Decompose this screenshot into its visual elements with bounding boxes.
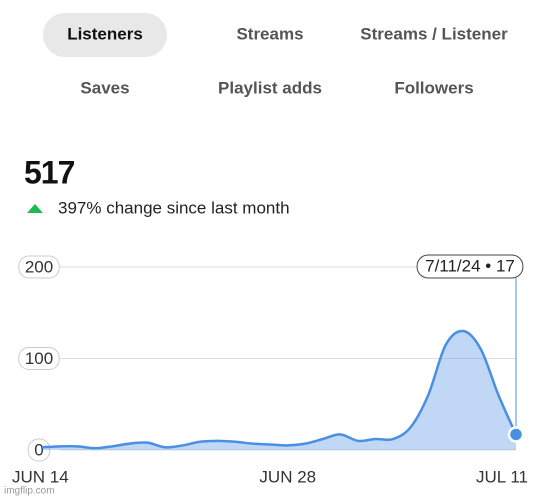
x-tick-label: JUL 11 — [476, 467, 528, 486]
tab[interactable]: Followers — [394, 78, 473, 97]
area — [42, 330, 516, 450]
tab[interactable]: Playlist adds — [218, 78, 322, 97]
tab-selected[interactable] — [43, 13, 167, 57]
watermark: imgflip.com — [4, 486, 55, 497]
tab[interactable]: Saves — [80, 78, 129, 97]
tab[interactable]: Streams — [236, 24, 303, 43]
change: 397% change since last month — [58, 198, 290, 217]
point — [507, 426, 525, 443]
tooltip-box — [416, 254, 524, 279]
y-tick-box — [18, 255, 60, 279]
y-tick-label: 200 — [25, 257, 53, 276]
y-tick-box — [18, 347, 60, 370]
tab[interactable]: Streams / Listener — [360, 24, 508, 43]
tooltip: 7/11/24 • 17 — [425, 256, 515, 275]
up-arrow — [27, 204, 43, 213]
tab[interactable]: Listeners — [67, 24, 143, 43]
line — [41, 329, 518, 450]
y-tick-label: 100 — [25, 349, 53, 368]
y-tick-box — [27, 438, 51, 462]
x-tick-label: JUN 14 — [12, 467, 69, 486]
total: 517 — [24, 154, 75, 190]
y-tick-label: 0 — [34, 440, 43, 459]
x-tick-label: JUN 28 — [259, 467, 316, 486]
